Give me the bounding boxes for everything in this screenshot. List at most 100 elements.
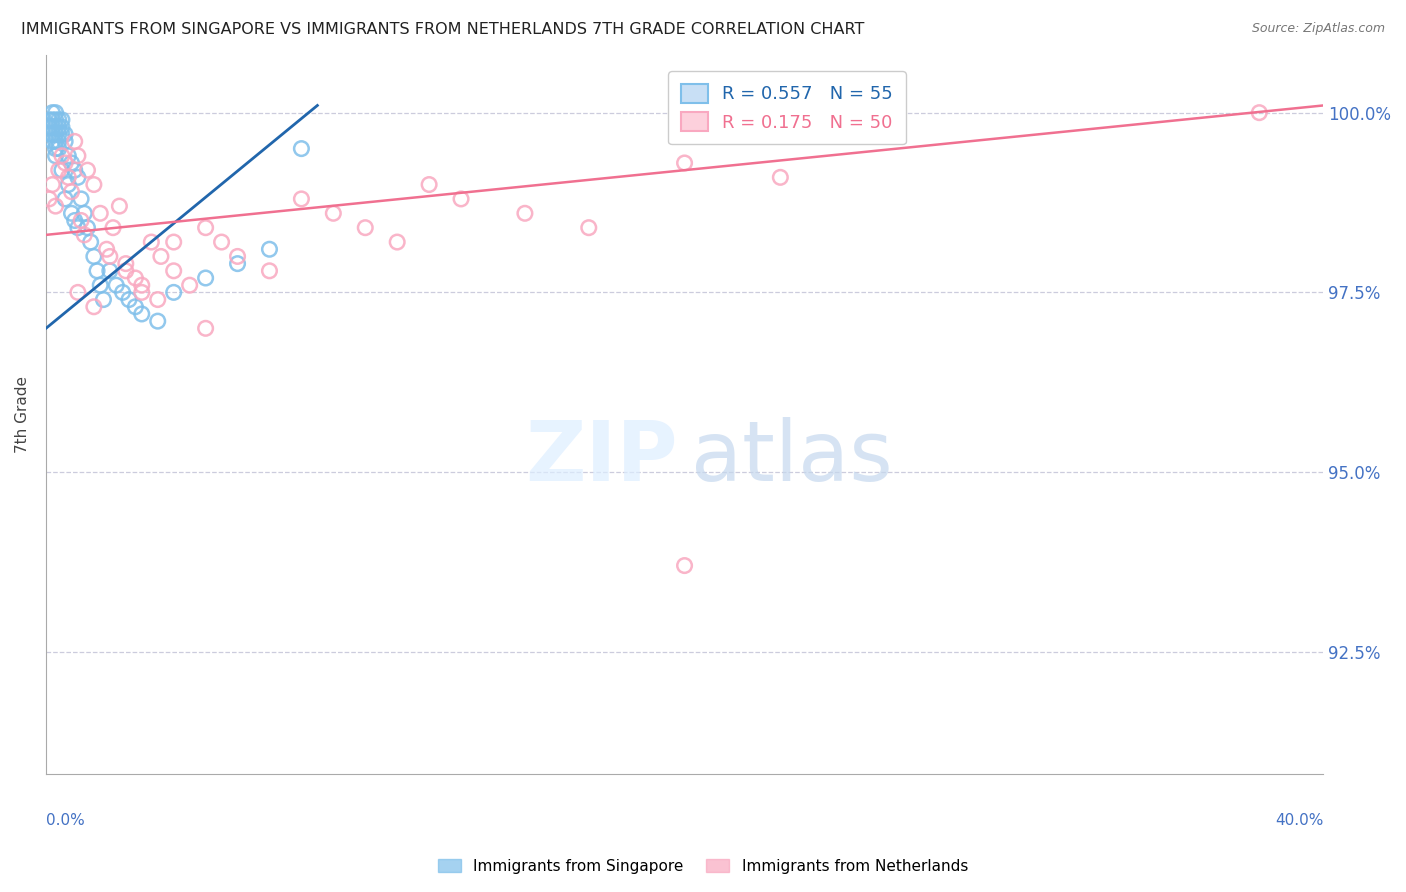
Point [53, 156, 76, 170]
Point [66, 149, 89, 163]
Point [194, 321, 217, 335]
Point [83, 178, 105, 192]
Point [45, 142, 67, 156]
Point [83, 249, 105, 263]
Point [41, 120, 63, 134]
Point [66, 220, 89, 235]
Point [53, 127, 76, 141]
Point [1249, 105, 1271, 120]
Point [146, 293, 169, 307]
Point [89, 278, 111, 293]
Point [865, 120, 887, 134]
Point [51, 112, 73, 127]
Point [179, 278, 201, 293]
Point [41, 178, 63, 192]
Point [45, 105, 67, 120]
Point [45, 127, 67, 141]
Point [194, 271, 217, 285]
Point [86, 264, 108, 278]
Point [38, 120, 60, 134]
Point [73, 227, 96, 242]
Point [105, 278, 128, 293]
Point [45, 112, 67, 127]
Point [41, 105, 63, 120]
Text: 40.0%: 40.0% [1275, 813, 1323, 828]
Point [48, 135, 70, 149]
Point [58, 170, 80, 185]
Point [111, 285, 134, 300]
Point [141, 235, 163, 249]
Point [769, 170, 792, 185]
Point [60, 206, 83, 220]
Point [354, 220, 377, 235]
Point [45, 120, 67, 134]
Point [48, 120, 70, 134]
Point [89, 206, 111, 220]
Point [226, 249, 249, 263]
Y-axis label: 7th Grade: 7th Grade [15, 376, 30, 453]
Point [114, 264, 136, 278]
Text: Source: ZipAtlas.com: Source: ZipAtlas.com [1251, 22, 1385, 36]
Point [101, 220, 124, 235]
Point [48, 112, 70, 127]
Point [513, 206, 536, 220]
Point [51, 127, 73, 141]
Point [63, 213, 86, 227]
Point [70, 192, 93, 206]
Point [96, 242, 118, 256]
Point [63, 163, 86, 178]
Point [124, 300, 146, 314]
Point [108, 199, 131, 213]
Point [98, 249, 121, 263]
Point [45, 199, 67, 213]
Point [93, 293, 115, 307]
Point [70, 213, 93, 227]
Point [48, 163, 70, 178]
Point [51, 163, 73, 178]
Point [41, 112, 63, 127]
Point [418, 178, 440, 192]
Point [41, 135, 63, 149]
Point [578, 220, 600, 235]
Point [194, 220, 217, 235]
Point [53, 135, 76, 149]
Point [76, 220, 98, 235]
Point [149, 249, 172, 263]
Point [673, 558, 696, 573]
Point [60, 185, 83, 199]
Point [131, 307, 153, 321]
Point [51, 120, 73, 134]
Text: 0.0%: 0.0% [46, 813, 84, 828]
Point [124, 271, 146, 285]
Point [259, 264, 281, 278]
Point [131, 278, 153, 293]
Point [79, 235, 101, 249]
Point [146, 314, 169, 328]
Point [211, 235, 233, 249]
Point [114, 257, 136, 271]
Point [131, 285, 153, 300]
Point [76, 163, 98, 178]
Point [38, 192, 60, 206]
Point [48, 142, 70, 156]
Text: atlas: atlas [690, 417, 893, 499]
Point [163, 235, 186, 249]
Legend: R = 0.557   N = 55, R = 0.175   N = 50: R = 0.557 N = 55, R = 0.175 N = 50 [668, 71, 905, 145]
Point [53, 192, 76, 206]
Point [83, 300, 105, 314]
Point [226, 257, 249, 271]
Point [259, 242, 281, 256]
Point [48, 127, 70, 141]
Point [385, 235, 408, 249]
Point [450, 192, 472, 206]
Point [41, 127, 63, 141]
Point [58, 149, 80, 163]
Point [163, 285, 186, 300]
Point [163, 264, 186, 278]
Point [66, 285, 89, 300]
Point [45, 135, 67, 149]
Point [290, 142, 312, 156]
Point [73, 206, 96, 220]
Point [290, 192, 312, 206]
Point [51, 149, 73, 163]
